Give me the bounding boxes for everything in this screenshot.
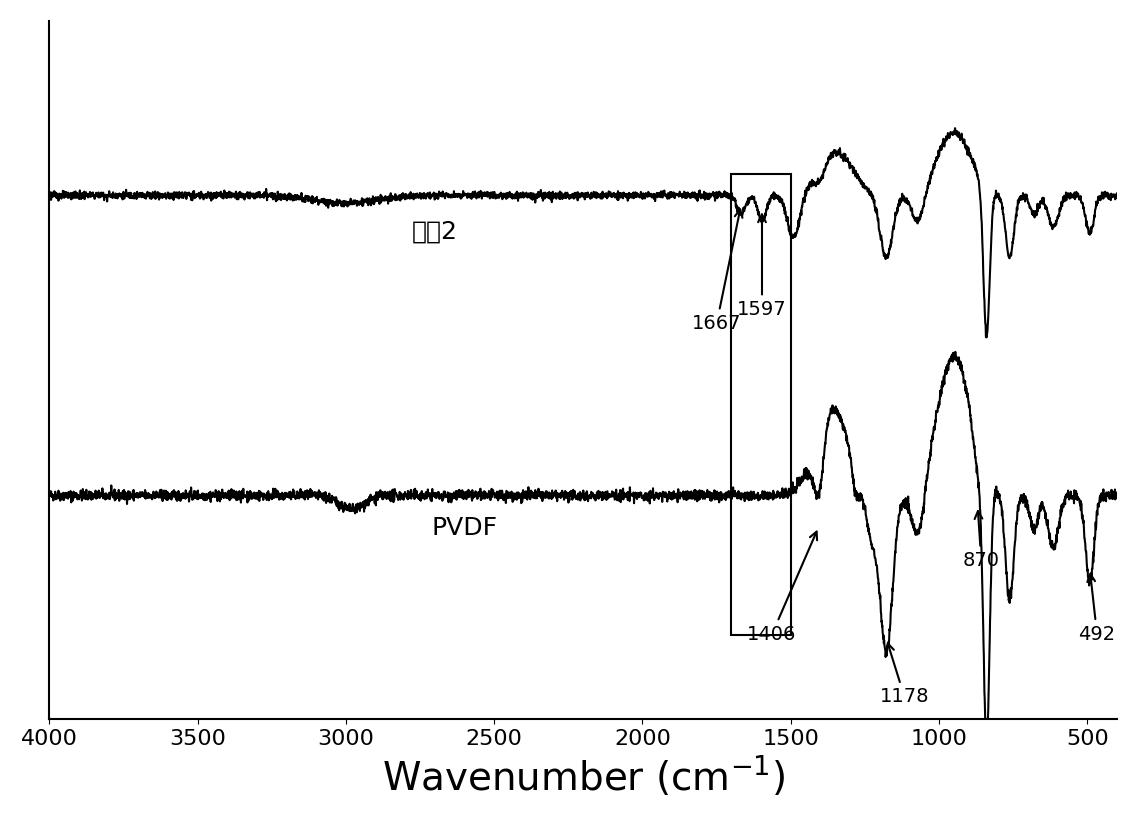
X-axis label: Wavenumber (cm$^{-1}$): Wavenumber (cm$^{-1}$) (382, 754, 784, 799)
Text: 1406: 1406 (748, 532, 817, 644)
Text: 1178: 1178 (880, 644, 929, 707)
Text: 实例2: 实例2 (411, 219, 458, 244)
Text: 492: 492 (1079, 574, 1116, 644)
Text: 1597: 1597 (737, 215, 786, 319)
Text: 870: 870 (962, 511, 1000, 570)
Text: 1667: 1667 (692, 210, 743, 333)
Bar (732, 174, 791, 635)
Text: PVDF: PVDF (431, 517, 497, 541)
